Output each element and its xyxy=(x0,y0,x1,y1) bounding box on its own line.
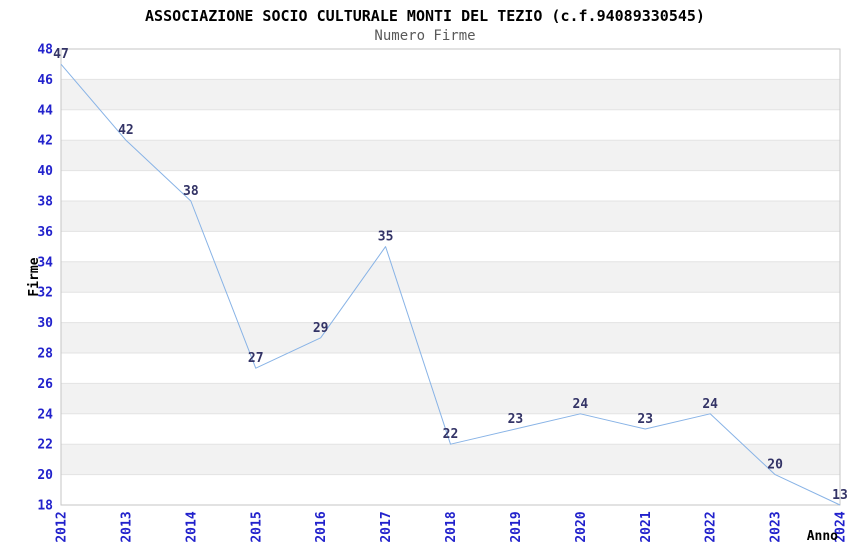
data-point-label: 13 xyxy=(832,488,848,503)
data-point-label: 29 xyxy=(313,321,329,336)
data-point-label: 35 xyxy=(378,230,394,245)
x-tick-label: 2013 xyxy=(119,511,134,542)
y-tick-label: 40 xyxy=(37,164,53,179)
plot-border xyxy=(60,48,841,506)
y-tick-label: 46 xyxy=(37,73,53,88)
x-tick-label: 2012 xyxy=(55,511,70,542)
x-axis-title: Anno xyxy=(807,529,838,544)
x-tick-label: 2015 xyxy=(249,511,264,542)
data-point-label: 24 xyxy=(573,397,589,412)
y-tick-label: 34 xyxy=(37,255,53,270)
data-point-label: 23 xyxy=(508,412,524,427)
y-tick-label: 44 xyxy=(37,103,53,118)
data-point-label: 24 xyxy=(702,397,718,412)
y-tick-label: 48 xyxy=(37,43,53,58)
data-point-label: 22 xyxy=(443,427,459,442)
series-line xyxy=(60,63,841,506)
grid-band xyxy=(61,201,840,232)
data-point-label: 42 xyxy=(118,123,134,138)
x-tick-label: 2022 xyxy=(704,511,719,542)
chart-subtitle: Numero Firme xyxy=(374,28,476,44)
grid-band xyxy=(61,383,840,414)
y-tick-label: 28 xyxy=(37,347,53,362)
grid-band xyxy=(61,322,840,353)
data-point-label: 23 xyxy=(637,412,653,427)
x-tick-label: 2017 xyxy=(379,511,394,542)
data-point-label: 38 xyxy=(183,184,199,199)
x-tick-label: 2021 xyxy=(639,511,654,542)
y-tick-label: 18 xyxy=(37,499,53,514)
y-tick-label: 36 xyxy=(37,225,53,240)
x-tick-label: 2020 xyxy=(574,511,589,542)
grid-band xyxy=(61,444,840,475)
x-tick-label: 2019 xyxy=(509,511,524,542)
x-tick-label: 2014 xyxy=(184,511,199,542)
y-tick-label: 24 xyxy=(37,407,53,422)
y-tick-label: 22 xyxy=(37,438,53,453)
y-tick-label: 32 xyxy=(37,286,53,301)
grid-band xyxy=(61,140,840,171)
grid-band xyxy=(61,261,840,293)
x-tick-label: 2018 xyxy=(444,511,459,542)
x-tick-label: 2023 xyxy=(769,511,784,542)
y-tick-label: 20 xyxy=(37,468,53,483)
y-tick-label: 26 xyxy=(37,377,53,392)
grid-band xyxy=(61,79,840,110)
data-point-label: 47 xyxy=(53,47,69,62)
x-tick-label: 2016 xyxy=(314,511,329,542)
chart-title: ASSOCIAZIONE SOCIO CULTURALE MONTI DEL T… xyxy=(145,7,705,25)
y-tick-label: 30 xyxy=(37,316,53,331)
x-tick-label: 2024 xyxy=(834,511,849,542)
y-tick-label: 38 xyxy=(37,195,53,210)
data-point-label: 27 xyxy=(248,351,264,366)
y-tick-label: 42 xyxy=(37,134,53,149)
y-axis-title: Firme xyxy=(27,257,42,296)
data-point-label: 20 xyxy=(767,458,783,473)
